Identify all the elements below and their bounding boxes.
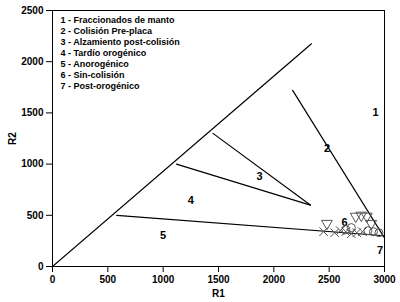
svg-text:1500: 1500 [21,107,44,118]
svg-text:2000: 2000 [21,56,44,67]
svg-text:2: 2 [324,142,330,154]
svg-text:1: 1 [373,106,379,118]
svg-text:2500: 2500 [21,5,44,16]
svg-text:500: 500 [99,274,116,285]
svg-text:R1: R1 [212,288,225,299]
svg-text:1 - Fraccionados de manto: 1 - Fraccionados de manto [61,15,176,25]
svg-text:3000: 3000 [373,274,396,285]
svg-text:2 - Colisión Pre-placa: 2 - Colisión Pre-placa [61,26,154,36]
svg-text:0: 0 [50,274,56,285]
svg-text:1000: 1000 [21,158,44,169]
svg-text:1500: 1500 [207,274,230,285]
svg-text:0: 0 [38,261,44,272]
svg-text:1000: 1000 [152,274,175,285]
svg-text:3 - Alzamiento post-colisión: 3 - Alzamiento post-colisión [61,37,180,47]
svg-text:500: 500 [27,210,44,221]
svg-text:6: 6 [341,216,348,228]
svg-text:7 - Post-orogénico: 7 - Post-orogénico [61,81,141,91]
svg-text:4: 4 [188,194,195,206]
svg-text:7: 7 [377,244,383,256]
svg-text:R2: R2 [7,132,18,145]
svg-text:3: 3 [256,170,262,182]
svg-text:5: 5 [160,229,166,241]
svg-text:2000: 2000 [263,274,286,285]
svg-text:5 - Anorogénico: 5 - Anorogénico [61,59,130,69]
svg-text:6 - Sin-colisión: 6 - Sin-colisión [61,70,125,80]
svg-text:2500: 2500 [318,274,341,285]
svg-text:4 - Tardío orogénico: 4 - Tardío orogénico [61,48,147,58]
